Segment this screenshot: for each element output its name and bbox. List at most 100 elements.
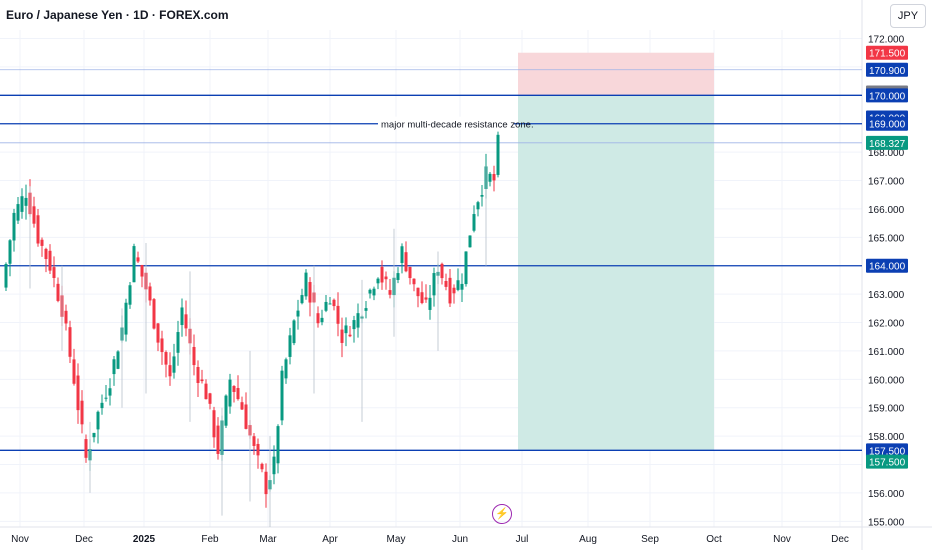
candle-body [44,248,48,260]
candle-body [116,351,120,369]
candle-body [132,246,136,283]
candle-body [400,246,404,263]
annotation-bg [378,116,514,130]
candle-body [12,212,16,241]
candle-body [36,215,40,244]
candle-body [140,265,144,277]
x-tick-label: Apr [322,534,338,545]
candle-body [468,235,472,248]
candle-body [32,206,36,224]
candle-body [292,320,296,344]
candle-body [24,197,28,206]
x-tick-label: Jun [452,534,468,545]
y-tick-label: 161.000 [868,347,905,358]
candle-body [208,393,212,404]
candle-body [448,277,452,304]
candle-body [164,352,168,365]
target-price-label: 157.500 [869,458,906,469]
candle-body [96,411,100,430]
y-tick-label: 172.000 [868,35,905,46]
candle-body [156,323,160,343]
y-tick-label: 163.000 [868,290,905,301]
candle-body [460,283,464,290]
y-tick-label: 166.000 [868,205,905,216]
candle-body [284,359,288,379]
candle-body [376,278,380,284]
candle-body [456,280,460,290]
candle-body [304,272,308,297]
candle-body [236,388,240,400]
candle-body [432,273,436,296]
y-tick-label: 168.000 [868,148,905,159]
x-tick-label: Dec [75,534,93,545]
candle-body [492,174,496,181]
candle-body [280,370,284,421]
x-tick-label: Nov [11,534,29,545]
candle-body [352,320,356,330]
x-tick-label: Feb [201,534,219,545]
level-price-label: 157.500 [869,446,906,457]
candle-body [148,286,152,301]
candle-body [444,281,448,287]
candle-body [412,278,416,285]
chart-title[interactable]: Euro / Japanese Yen · 1D · FOREX.com [6,8,229,22]
candle-body [416,287,420,297]
level-price-label: 169.000 [869,120,906,131]
resistance-annotation: major multi-decade resistance zone. [381,120,534,131]
lightning-bolt-icon[interactable]: ⚡ [492,504,512,524]
y-tick-label: 155.000 [868,517,905,528]
candle-body [348,334,352,337]
candle-body [92,432,96,438]
candle-body [200,379,204,382]
currency-selector[interactable]: JPY [890,4,926,28]
candle-body [380,266,384,283]
candle-body [48,250,52,271]
candle-body [324,301,328,311]
candle-body [264,471,268,495]
candle-body [128,285,132,305]
level-price-label-bg [866,258,908,273]
candle-body [192,346,196,366]
candle-body [64,310,68,324]
y-tick-label: 167.000 [868,177,905,188]
level-price-label: 170.900 [869,66,906,77]
candle-body [452,287,456,294]
candle-body [112,359,116,375]
level-price-label-bg [866,443,908,458]
candle-body [160,338,164,353]
last-price-label: 168.327 [869,139,906,150]
candle-body [428,297,432,310]
candle-body [224,395,228,426]
stop-price-label: 171.500 [869,49,906,60]
stop-loss-zone [518,52,714,96]
x-tick-label: Nov [773,534,791,545]
candle-body [212,410,216,438]
candle-body [244,404,248,429]
candle-body [4,264,8,288]
candle-body [472,214,476,231]
y-tick-label: 159.000 [868,404,905,415]
y-tick-label: 162.000 [868,319,905,330]
x-tick-label: Sep [641,534,659,545]
candle-body [72,359,76,384]
candle-body [384,276,388,280]
candle-body [388,290,392,295]
candle-body [8,240,12,264]
candle-body [108,388,112,396]
x-tick-label: Aug [579,534,597,545]
candle-body [232,386,236,392]
candle-body [152,299,156,329]
x-tick-label: Jul [516,534,529,545]
candle-body [252,436,256,446]
candle-body [84,439,88,458]
x-tick-label: Dec [831,534,849,545]
level-price-label: 164.000 [869,262,906,273]
candle-body [476,202,480,210]
candle-body [316,313,320,324]
candle-body [464,251,468,285]
last-price-label-bg [866,135,908,150]
candle-body [172,356,176,373]
candle-body [424,297,428,300]
